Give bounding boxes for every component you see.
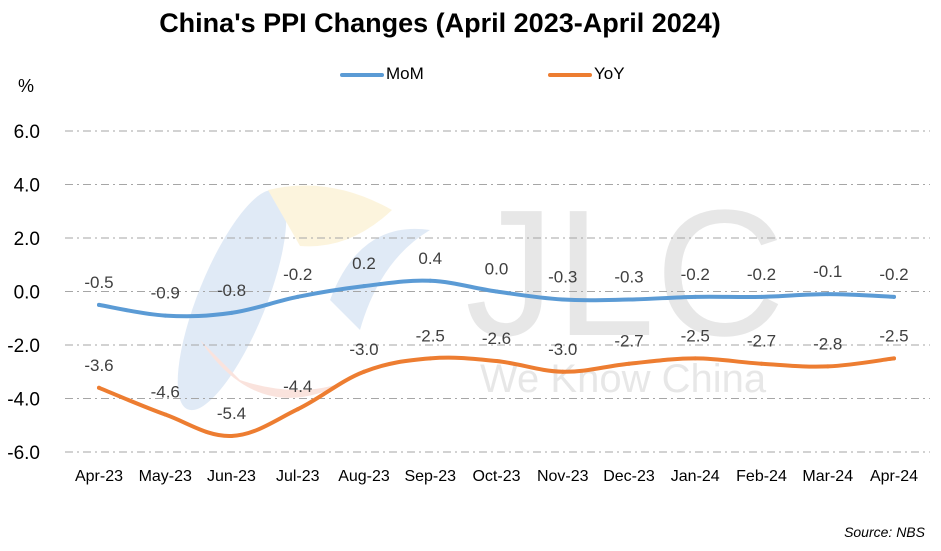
data-point-mom	[627, 297, 631, 302]
y-tick-label: 2.0	[14, 229, 40, 250]
legend-swatch-mom	[340, 72, 384, 77]
x-tick-label: Aug-23	[338, 468, 390, 485]
data-point-mom	[494, 289, 499, 294]
x-tick-label: Apr-24	[870, 468, 918, 485]
data-point-mom	[560, 297, 565, 302]
data-point-yoy	[627, 361, 631, 366]
data-label-mom: -0.2	[681, 265, 710, 284]
data-point-yoy	[229, 433, 234, 438]
data-point-mom	[759, 294, 764, 299]
legend-label-mom: MoM	[386, 64, 424, 83]
x-tick-label: May-23	[139, 468, 192, 485]
data-point-mom	[362, 284, 366, 289]
y-tick-label: 4.0	[14, 176, 40, 197]
data-label-yoy: -4.6	[151, 383, 180, 402]
data-label-yoy: -4.4	[283, 377, 312, 396]
legend-label-yoy: YoY	[594, 64, 625, 83]
data-label-yoy: -2.6	[482, 329, 511, 348]
data-point-yoy	[560, 369, 565, 374]
y-tick-label: 0.0	[14, 283, 40, 304]
data-point-mom	[295, 294, 300, 299]
data-label-mom: -0.9	[151, 284, 180, 303]
data-point-yoy	[693, 356, 698, 361]
data-point-yoy	[759, 361, 764, 366]
chart-title: China's PPI Changes (April 2023-April 20…	[159, 8, 721, 38]
source-note: Source: NBS	[844, 524, 925, 540]
data-label-mom: -0.2	[283, 265, 312, 284]
data-point-yoy	[428, 356, 433, 361]
data-label-mom: -0.5	[84, 273, 113, 292]
data-label-mom: -0.2	[879, 265, 908, 284]
y-tick-label: -2.0	[7, 336, 40, 357]
y-tick-label: -4.0	[7, 390, 40, 411]
data-label-yoy: -3.0	[548, 340, 577, 359]
data-point-mom	[229, 310, 234, 315]
data-point-yoy	[892, 356, 896, 361]
data-point-mom	[825, 292, 830, 297]
x-tick-label: Sep-23	[404, 468, 456, 485]
data-label-yoy: -2.5	[879, 326, 908, 345]
data-point-yoy	[494, 359, 499, 364]
x-tick-label: Nov-23	[537, 468, 589, 485]
data-point-mom	[693, 294, 698, 299]
data-label-yoy: -3.6	[84, 356, 113, 375]
x-tick-label: Dec-23	[603, 468, 655, 485]
x-tick-label: Jul-23	[276, 468, 320, 485]
data-label-yoy: -2.8	[813, 334, 842, 353]
y-axis-unit: %	[18, 76, 35, 96]
data-label-mom: -0.3	[548, 268, 577, 287]
x-tick-label: Jan-24	[671, 468, 720, 485]
data-label-mom: -0.2	[747, 265, 776, 284]
y-tick-label: -6.0	[7, 443, 40, 464]
data-point-yoy	[362, 369, 366, 374]
data-point-mom	[892, 294, 896, 299]
data-label-mom: -0.3	[614, 268, 643, 287]
x-tick-label: Apr-23	[75, 468, 123, 485]
x-tick-label: Feb-24	[736, 468, 787, 485]
data-point-yoy	[295, 407, 300, 412]
data-point-mom	[163, 313, 168, 318]
y-tick-label: 6.0	[14, 122, 40, 143]
data-label-mom: -0.1	[813, 262, 842, 281]
data-label-yoy: -2.7	[614, 332, 643, 351]
watermark-logo-text: JLC	[465, 173, 785, 374]
x-tick-label: Mar-24	[802, 468, 853, 485]
data-label-mom: 0.0	[485, 260, 509, 279]
data-point-mom	[97, 302, 101, 307]
data-point-yoy	[97, 385, 101, 390]
legend-item-mom: MoM	[340, 64, 424, 84]
data-label-yoy: -2.5	[416, 326, 445, 345]
data-point-mom	[428, 278, 433, 283]
data-point-yoy	[825, 364, 830, 369]
data-label-mom: 0.4	[418, 249, 442, 268]
data-label-yoy: -5.4	[217, 404, 246, 423]
data-label-yoy: -3.0	[349, 340, 378, 359]
watermark: JLC We Know China	[177, 173, 785, 411]
x-tick-label: Oct-23	[472, 468, 520, 485]
data-label-yoy: -2.7	[747, 332, 776, 351]
data-point-yoy	[163, 412, 168, 417]
data-label-yoy: -2.5	[681, 326, 710, 345]
legend-item-yoy: YoY	[548, 64, 625, 84]
legend-swatch-yoy	[548, 72, 592, 77]
data-label-mom: 0.2	[352, 254, 376, 273]
x-tick-label: Jun-23	[207, 468, 256, 485]
data-label-mom: -0.8	[217, 281, 246, 300]
